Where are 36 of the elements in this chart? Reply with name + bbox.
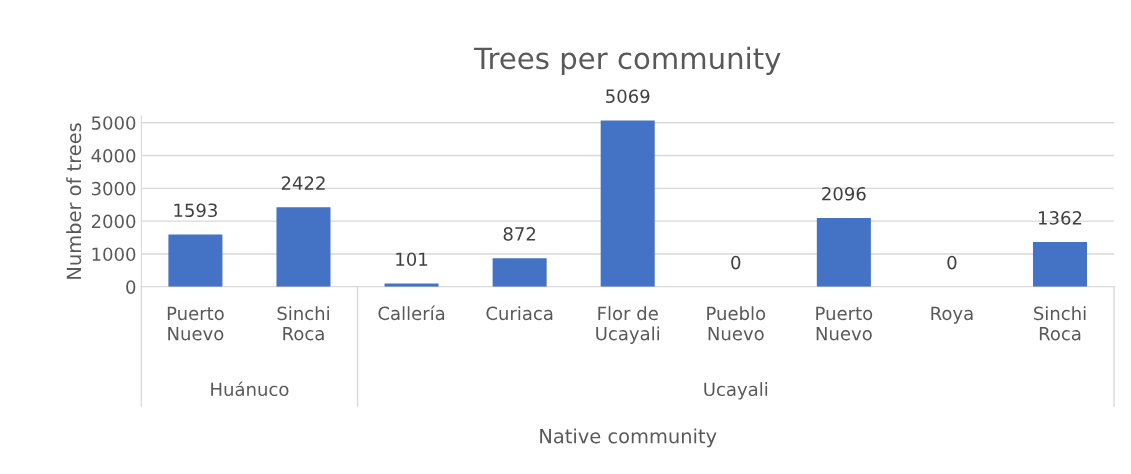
text: Huánuco <box>211 381 289 397</box>
bar <box>600 120 655 287</box>
y-tick-label: 1000 <box>92 247 136 262</box>
x-tick-label: Roya <box>931 306 973 324</box>
data-label: 0 <box>731 255 741 270</box>
data-label: 872 <box>503 227 536 241</box>
bar <box>1032 242 1088 287</box>
y-tick-label: 5000 <box>91 116 136 130</box>
x-tick-label: Puerto Nuevo <box>816 306 873 341</box>
bar <box>384 283 439 287</box>
data-label: 1362 <box>1039 211 1082 225</box>
bar <box>492 258 547 287</box>
x-tick-label: Flor de Ucayali <box>596 306 660 344</box>
x-tick-label: Callería <box>378 305 445 321</box>
data-label: 0 <box>947 255 957 270</box>
chart-title: Trees per community <box>473 46 781 75</box>
text: Ucayali <box>704 382 768 400</box>
x-tick-label: Curiaca <box>486 306 553 321</box>
x-tick-label: Sinchi Roca <box>1034 306 1086 341</box>
data-label: 2422 <box>281 176 325 190</box>
data-label: 101 <box>396 252 428 267</box>
y-tick-label: 0 <box>126 280 136 294</box>
y-axis-title: Number of trees <box>66 123 82 279</box>
y-tick-label: 3000 <box>91 181 136 196</box>
y-tick-label: 4000 <box>91 148 136 163</box>
bar <box>276 207 331 287</box>
x-tick-label: Sinchi Roca <box>277 306 329 341</box>
bar <box>816 217 871 287</box>
bar <box>168 234 223 287</box>
data-label: 2096 <box>822 186 866 201</box>
x-axis-title: Native community <box>540 428 717 448</box>
y-tick-label: 2000 <box>91 214 136 229</box>
x-tick-label: Pueblo Nuevo <box>707 306 766 341</box>
data-label: 1593 <box>174 203 217 218</box>
x-tick-label: Puerto Nuevo <box>167 306 224 341</box>
data-label: 5069 <box>606 89 650 104</box>
